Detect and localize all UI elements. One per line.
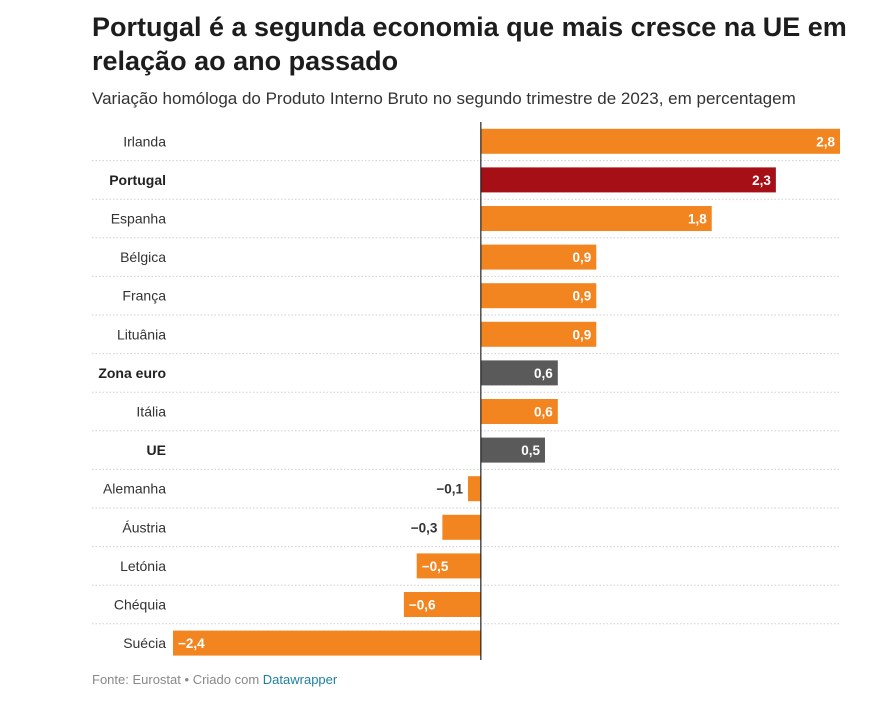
created-with-text: Criado com <box>192 672 260 687</box>
bar-chart: Irlanda 2,8 Portugal 2,3 Espanha 1,8 Bélgica 0,… <box>92 122 840 660</box>
bar <box>480 128 840 154</box>
value-label: 0,6 <box>534 366 553 381</box>
bar <box>480 167 776 193</box>
value-label: 0,5 <box>521 443 540 458</box>
bar <box>403 592 481 617</box>
category-label: Bélgica <box>120 249 166 265</box>
category-label: Chéquia <box>114 597 166 613</box>
category-label: Espanha <box>111 211 166 227</box>
category-label: Irlanda <box>123 133 166 149</box>
category-label: Lituânia <box>117 326 166 342</box>
value-label: −2,4 <box>178 636 205 651</box>
chart-subtitle: Variação homóloga do Produto Interno Bru… <box>92 89 796 108</box>
value-label: 1,8 <box>688 212 707 227</box>
datawrapper-link[interactable]: Datawrapper <box>262 672 338 687</box>
bar <box>480 283 597 309</box>
chart-title: Portugal é a segunda economia que mais c… <box>92 12 847 76</box>
value-label: −0,5 <box>422 559 449 574</box>
value-label: 2,3 <box>752 173 771 188</box>
footer-separator: • <box>184 672 190 687</box>
bar <box>173 630 481 656</box>
bar <box>442 514 481 540</box>
category-label: Áustria <box>122 519 166 535</box>
category-label: Portugal <box>109 172 166 188</box>
value-label: −0,1 <box>436 482 463 497</box>
value-label: 0,9 <box>573 289 592 304</box>
chart-footer: Fonte: Eurostat • Criado com Datawrapper <box>92 672 337 687</box>
category-label: Zona euro <box>98 365 166 381</box>
bar <box>480 360 558 386</box>
category-label: França <box>122 288 166 304</box>
value-label: −0,6 <box>409 598 436 613</box>
category-label: Itália <box>136 404 166 420</box>
category-label: UE <box>147 442 166 458</box>
source-note: Fonte: Eurostat <box>92 672 181 687</box>
bar <box>468 476 481 502</box>
value-label: 0,6 <box>534 405 553 420</box>
category-label: Alemanha <box>103 481 166 497</box>
value-label: 0,9 <box>573 327 592 342</box>
category-label: Letónia <box>120 558 166 574</box>
bar <box>480 206 712 231</box>
bar <box>480 244 597 270</box>
bar <box>416 553 481 579</box>
value-label: 2,8 <box>816 134 835 149</box>
bar <box>480 437 545 463</box>
category-label: Suécia <box>123 635 166 651</box>
bar <box>480 399 558 424</box>
bar <box>480 321 597 347</box>
value-label: 0,9 <box>573 250 592 265</box>
value-label: −0,3 <box>411 520 438 535</box>
